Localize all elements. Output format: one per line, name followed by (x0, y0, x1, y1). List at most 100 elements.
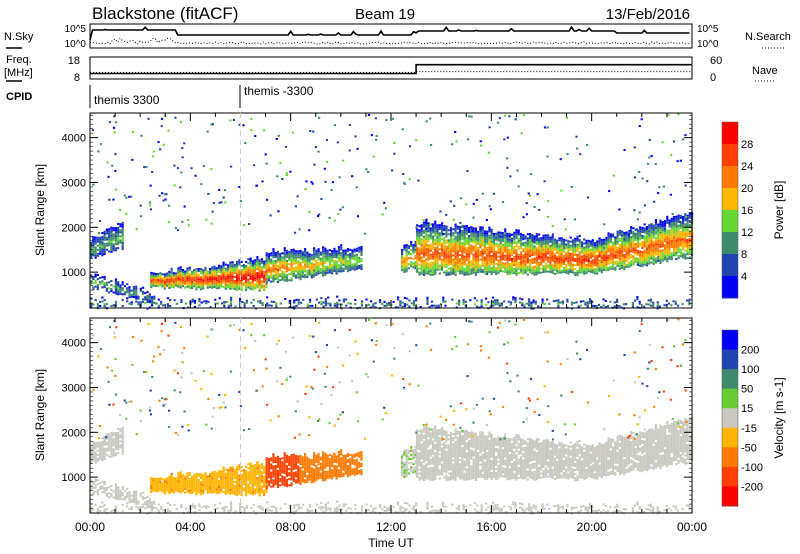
echo-cell (119, 493, 122, 496)
echo-cell (574, 257, 577, 260)
echo-cell (508, 273, 511, 276)
echo-cell (154, 285, 157, 288)
echo-cell (670, 241, 673, 245)
echo-cell (148, 201, 152, 204)
echo-cell (105, 287, 109, 290)
echo-cell (112, 198, 115, 201)
echo-cell (322, 272, 325, 275)
echo-cell (461, 236, 464, 239)
echo-cell (166, 487, 169, 490)
echo-cell (596, 240, 599, 243)
echo-cell (274, 255, 277, 258)
echo-cell (159, 272, 162, 275)
echo-cell (288, 273, 291, 276)
echo-cell (666, 239, 669, 243)
echo-cell (462, 303, 465, 306)
echo-cell (472, 259, 475, 262)
echo-cell (440, 242, 444, 245)
echo-cell (110, 240, 113, 243)
echo-cell (625, 247, 628, 250)
echo-cell (119, 436, 122, 439)
echo-cell (427, 246, 430, 249)
echo-cell (346, 250, 350, 253)
echo-cell (233, 267, 236, 270)
echo-cell (623, 268, 626, 271)
echo-cell (267, 253, 271, 256)
echo-cell (238, 259, 241, 262)
ytick-label: 2000 (62, 222, 86, 234)
echo-cell (340, 254, 343, 257)
echo-cell (188, 276, 191, 279)
echo-cell (420, 248, 423, 251)
echo-cell (217, 280, 221, 283)
echo-cell (281, 272, 284, 275)
echo-cell (488, 258, 491, 261)
echo-cell (576, 249, 579, 252)
echo-cell (463, 255, 466, 258)
echo-cell (519, 237, 523, 240)
echo-cell (327, 302, 330, 305)
echo-cell (456, 233, 459, 236)
echo-cell (301, 253, 304, 256)
echo-cell (319, 261, 322, 264)
echo-cell (618, 249, 621, 252)
echo-cell (251, 282, 254, 285)
echo-cell (92, 303, 95, 306)
echo-cell (477, 254, 480, 258)
echo-cell (486, 264, 489, 267)
echo-cell (297, 264, 300, 267)
echo-cell (584, 303, 587, 306)
echo-cell (439, 210, 442, 213)
echo-cell (501, 252, 505, 255)
echo-cell (636, 251, 640, 254)
echo-cell (528, 267, 532, 270)
echo-cell (240, 281, 243, 284)
echo-cell (265, 274, 268, 277)
echo-cell (264, 153, 267, 156)
echo-cell (297, 274, 300, 277)
echo-cell (648, 248, 651, 251)
echo-cell (290, 279, 293, 282)
echo-cell (436, 240, 439, 243)
echo-cell (454, 243, 457, 246)
echo-cell (105, 238, 109, 241)
echo-cell (254, 273, 257, 276)
echo-cell (463, 235, 466, 238)
echo-cell (159, 477, 162, 480)
echo-cell (542, 254, 545, 257)
echo-cell (429, 229, 432, 232)
echo-cell (258, 261, 261, 264)
echo-cell (217, 282, 221, 285)
echo-cell (677, 256, 680, 259)
echo-cell (242, 264, 245, 267)
echo-cell (245, 281, 248, 284)
echo-cell (337, 266, 341, 269)
echo-cell (441, 233, 445, 236)
echo-cell (648, 254, 651, 257)
echo-cell (297, 276, 300, 279)
echo-cell (281, 276, 284, 279)
echo-cell (614, 236, 617, 239)
echo-cell (593, 256, 597, 259)
echo-cell (121, 430, 124, 433)
echo-cell (94, 490, 97, 493)
echo-cell (128, 501, 131, 504)
echo-cell (442, 298, 445, 301)
echo-cell (607, 260, 610, 263)
echo-cell (199, 280, 203, 283)
echo-cell (211, 274, 214, 277)
echo-cell (265, 286, 268, 289)
echo-cell (108, 455, 111, 458)
echo-cell (234, 305, 237, 308)
echo-cell (92, 449, 95, 452)
echo-cell (659, 235, 662, 238)
freq-tick-top: 18 (68, 55, 80, 67)
echo-cell (306, 265, 309, 268)
echo-cell (301, 255, 304, 258)
echo-cell (531, 266, 534, 269)
echo-cell (180, 171, 183, 174)
echo-cell (645, 225, 649, 229)
echo-cell (431, 225, 435, 228)
echo-cell (632, 239, 635, 242)
echo-cell (477, 238, 480, 241)
